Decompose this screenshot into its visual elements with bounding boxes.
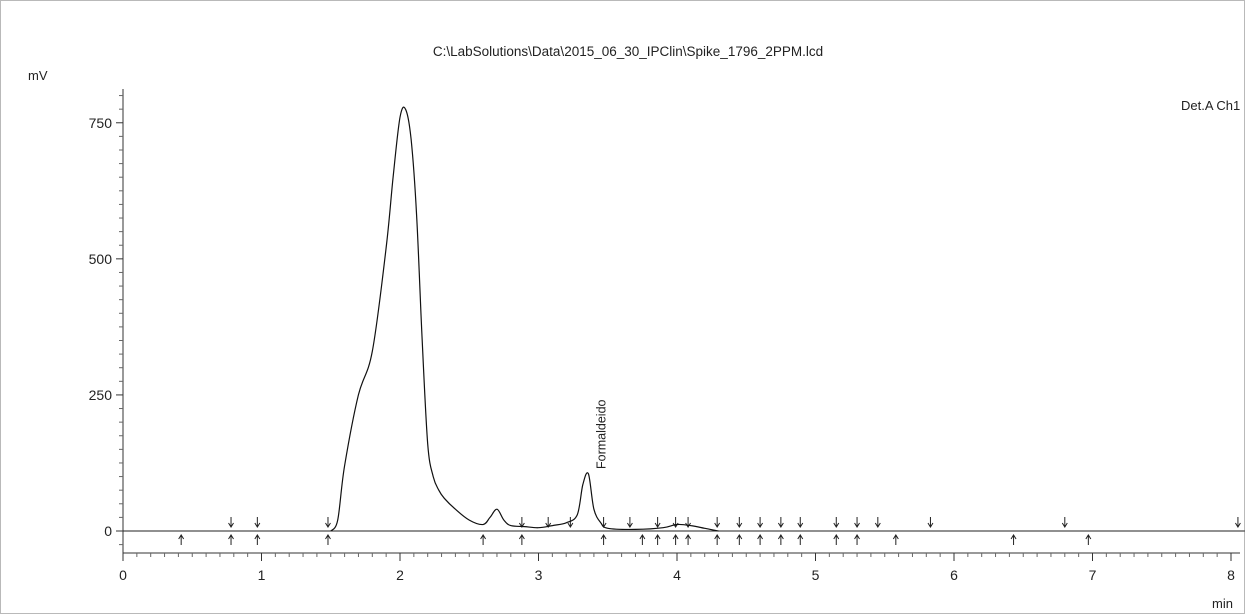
peak-end-mark (797, 534, 804, 545)
peak-end-mark (777, 534, 784, 545)
peak-start-mark (714, 517, 721, 528)
peak-start-mark (325, 517, 331, 528)
x-tick-label: 3 (535, 567, 543, 583)
peak-start-mark (854, 517, 860, 528)
y-tick-label: 750 (89, 115, 113, 131)
peak-end-mark (1010, 534, 1017, 545)
x-tick-label: 4 (673, 567, 681, 583)
labels: C:\LabSolutions\Data\2015_06_30_IPClin\S… (28, 44, 1240, 611)
peak-start-mark (567, 517, 574, 528)
peak-start-mark (757, 517, 764, 528)
peak-start-mark (518, 517, 525, 528)
peak-end-mark (833, 534, 840, 545)
peak-end-mark (714, 534, 721, 545)
peak-end-mark (736, 534, 743, 545)
peak-end-mark (600, 534, 607, 545)
peak-end-mark (325, 534, 331, 545)
channel-label: Det.A Ch1 (1181, 98, 1240, 113)
peak-start-mark (1061, 517, 1068, 528)
peak-end-mark (1085, 534, 1092, 545)
x-tick-label: 1 (258, 567, 266, 583)
x-axis-label: min (1212, 596, 1233, 611)
peak-end-mark (518, 534, 525, 545)
peak-start-mark (545, 517, 552, 528)
peak-start-mark (654, 517, 661, 528)
x-tick-label: 0 (119, 567, 127, 583)
peak-end-mark (480, 534, 487, 545)
x-tick-label: 5 (812, 567, 820, 583)
y-axis-label: mV (28, 68, 48, 83)
axes (122, 89, 1240, 554)
chart-title: C:\LabSolutions\Data\2015_06_30_IPClin\S… (433, 44, 823, 59)
peak-start-mark (1235, 517, 1241, 528)
peak-end-mark (672, 534, 679, 545)
x-tick-label: 8 (1227, 567, 1235, 583)
chromatogram-trace (330, 106, 719, 532)
x-tick-label: 2 (396, 567, 404, 583)
peak-start-mark (736, 517, 743, 528)
peak-start-mark (874, 517, 881, 528)
peak-start-mark (626, 517, 633, 528)
peak-end-mark (639, 534, 646, 545)
tick-marks (116, 95, 1232, 561)
peak-end-mark (757, 534, 764, 545)
peak-end-mark (685, 534, 692, 545)
peak-end-mark (178, 534, 185, 545)
y-tick-label: 500 (89, 251, 113, 267)
x-tick-label: 6 (950, 567, 958, 583)
x-tick-label: 7 (1089, 567, 1097, 583)
peak-end-mark (254, 534, 261, 545)
peak-start-mark (797, 517, 804, 528)
peak-start-mark (777, 517, 784, 528)
traces (123, 106, 1245, 532)
peak-end-mark (654, 534, 661, 545)
peak-label: Formaldeido (594, 399, 608, 469)
peak-end-mark (892, 534, 899, 545)
peak-start-mark (228, 517, 234, 528)
peak-start-mark (254, 517, 261, 528)
y-tick-label: 0 (104, 523, 112, 539)
peak-end-mark (228, 534, 234, 545)
peak-start-mark (927, 517, 934, 528)
y-tick-label: 250 (89, 387, 113, 403)
peak-end-mark (854, 534, 860, 545)
peak-start-mark (833, 517, 840, 528)
